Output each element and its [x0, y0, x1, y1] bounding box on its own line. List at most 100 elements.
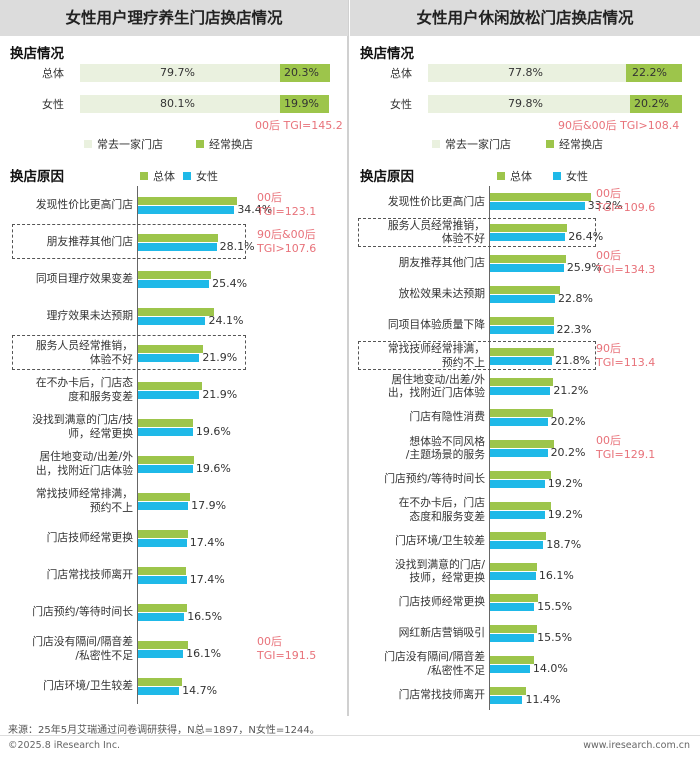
right-status-regular-value-female: 79.8% — [508, 97, 543, 110]
left-bar-total — [138, 307, 214, 316]
right-category-label: 门店常找技师离开 — [356, 688, 485, 702]
right-status-regular-bar-total: 77.8% — [428, 64, 626, 82]
left-value-label: 21.9% — [202, 350, 238, 364]
right-category-label-line: /私密性不足 — [427, 663, 485, 677]
panel-divider — [347, 0, 349, 716]
right-bar-female — [490, 264, 564, 273]
left-status-regular-value-female: 80.1% — [160, 97, 195, 110]
left-category-label: 居住地变动/出差/外 出，找附近门店体验 — [6, 450, 133, 477]
left-category-label: 朋友推荐其他门店 — [6, 235, 133, 249]
right-category-label: 发现性价比更高门店 — [356, 195, 485, 209]
right-bar-total — [490, 224, 567, 233]
left-category-label: 门店没有隔间/隔音差/私密性不足 — [6, 635, 133, 662]
left-bar-female — [138, 501, 189, 510]
left-bar-female — [138, 575, 187, 584]
left-tgi-annotation-line: TGI=191.5 — [257, 648, 317, 662]
left-category-label: 同项目理疗效果变差 — [6, 272, 133, 286]
left-status-regular-bar-total: 79.7% — [80, 64, 280, 82]
left-status-switch-value-total: 20.3% — [284, 66, 319, 79]
left-bar-total — [138, 603, 188, 612]
left-bar-female — [138, 316, 206, 325]
right-bar-female — [490, 418, 548, 427]
left-bar-female — [138, 242, 217, 251]
left-value-label: 16.1% — [186, 646, 222, 660]
left-value-label: 34.4% — [237, 202, 273, 216]
right-tgi-annotation: 00后 TGI=134.3 — [596, 249, 655, 277]
left-category-label-line: 出，找附近门店体验 — [35, 463, 133, 477]
left-bar-total — [138, 455, 194, 464]
left-highlight-box — [12, 335, 246, 370]
right-bar-female — [490, 541, 544, 550]
left-panel: 女性用户理疗养生门店换店情况 换店情况 总体 79.7% 20.3% 女性 80… — [0, 0, 348, 716]
left-category-label: 门店环境/卫生较差 — [6, 679, 133, 693]
right-category-label: 门店预约/等待时间长 — [356, 472, 485, 486]
left-category-label-line: 预约不上 — [89, 500, 133, 514]
right-bar-female — [490, 695, 523, 704]
legend-swatch-regular — [84, 140, 92, 148]
left-value-label: 21.9% — [202, 387, 238, 401]
right-bar-total — [490, 316, 555, 325]
right-value-label: 20.2% — [550, 446, 586, 459]
left-category-label: 发现性价比更高门店 — [6, 198, 133, 212]
left-bar-total — [138, 233, 219, 242]
left-status-heading: 换店情况 — [10, 46, 64, 62]
legend-swatch-total — [140, 172, 148, 180]
legend-swatch-female — [183, 172, 191, 180]
left-value-label: 17.9% — [191, 498, 227, 512]
left-category-label-line: 门店技师经常更换 — [46, 530, 133, 544]
right-category-label: 没找到满意的门店/技师，经常更换 — [356, 558, 485, 585]
left-bar-female — [138, 612, 185, 621]
right-category-label: 居住地变动/出差/外 出，找附近门店体验 — [356, 373, 485, 400]
right-bar-total — [490, 624, 537, 633]
right-legend-female: 女性 — [553, 168, 588, 184]
left-status-switch-bar-total: 20.3% — [280, 64, 330, 82]
left-legend-total: 总体 — [140, 168, 175, 184]
right-bar-female — [490, 603, 535, 612]
right-value-label: 21.8% — [555, 353, 591, 367]
right-category-label-line: 同项目体验质量下降 — [387, 317, 485, 331]
right-status-regular-bar-female: 79.8% — [428, 95, 630, 113]
right-value-label: 16.1% — [538, 569, 574, 583]
right-status-label-total: 总体 — [390, 67, 412, 80]
left-tgi-annotation-line: 00后 — [257, 634, 282, 648]
right-category-label-line: 服务人员经常推销， — [387, 218, 485, 232]
right-bar-female — [490, 449, 548, 457]
left-status-tgi-note: 00后 TGI=145.2 — [255, 119, 343, 132]
legend-label-female: 女性 — [566, 170, 588, 183]
right-status-tgi-note: 90后&00后 TGI>108.4 — [558, 119, 680, 132]
left-tgi-annotation-line: 90后&00后 — [257, 227, 316, 241]
right-status-switch-bar-female: 20.2% — [630, 95, 682, 113]
right-bar-female — [490, 356, 553, 365]
left-category-label-line: 度和服务变差 — [68, 389, 133, 403]
right-value-label: 15.5% — [537, 600, 573, 614]
right-bar-female — [490, 479, 545, 488]
left-bar-female — [138, 353, 200, 362]
right-status-heading: 换店情况 — [360, 46, 414, 62]
right-bar-total — [490, 532, 546, 541]
left-category-label: 门店技师经常更换 — [6, 531, 133, 545]
left-tgi-annotation: 00后 TGI=123.1 — [257, 191, 316, 219]
footer-copyright: ©2025.8 iResearch Inc. — [8, 740, 121, 751]
right-category-label-line: 门店常找技师离开 — [398, 687, 485, 701]
left-tgi-annotation-line: TGI>107.6 — [257, 241, 317, 255]
left-bar-female — [138, 686, 180, 695]
legend-swatch-regular — [432, 140, 440, 148]
left-category-label-line: 门店没有隔间/隔音差 — [32, 635, 133, 648]
right-category-label-line: 出，找附近门店体验 — [387, 386, 485, 400]
left-bar-total — [138, 418, 194, 427]
left-tgi-annotation: 00后 TGI=191.5 — [257, 635, 316, 663]
right-legend-total: 总体 — [497, 168, 532, 184]
right-category-label: 常找技师经常排满， 预约不上 — [356, 342, 485, 369]
right-bar-female — [490, 202, 585, 211]
legend-label-female: 女性 — [196, 170, 218, 183]
right-bar-female — [490, 325, 554, 334]
right-value-label: 18.7% — [546, 538, 582, 552]
right-bar-total — [490, 285, 561, 294]
left-category-label: 门店预约/等待时间长 — [6, 605, 133, 619]
left-value-label: 14.7% — [182, 683, 218, 697]
right-value-label: 11.4% — [525, 692, 561, 706]
left-axis — [137, 186, 138, 704]
right-legend-regular: 常去一家门店 — [432, 136, 511, 152]
right-category-label-line: 在不办卡后，门店 — [398, 496, 485, 510]
left-category-label: 门店常找技师离开 — [6, 568, 133, 582]
